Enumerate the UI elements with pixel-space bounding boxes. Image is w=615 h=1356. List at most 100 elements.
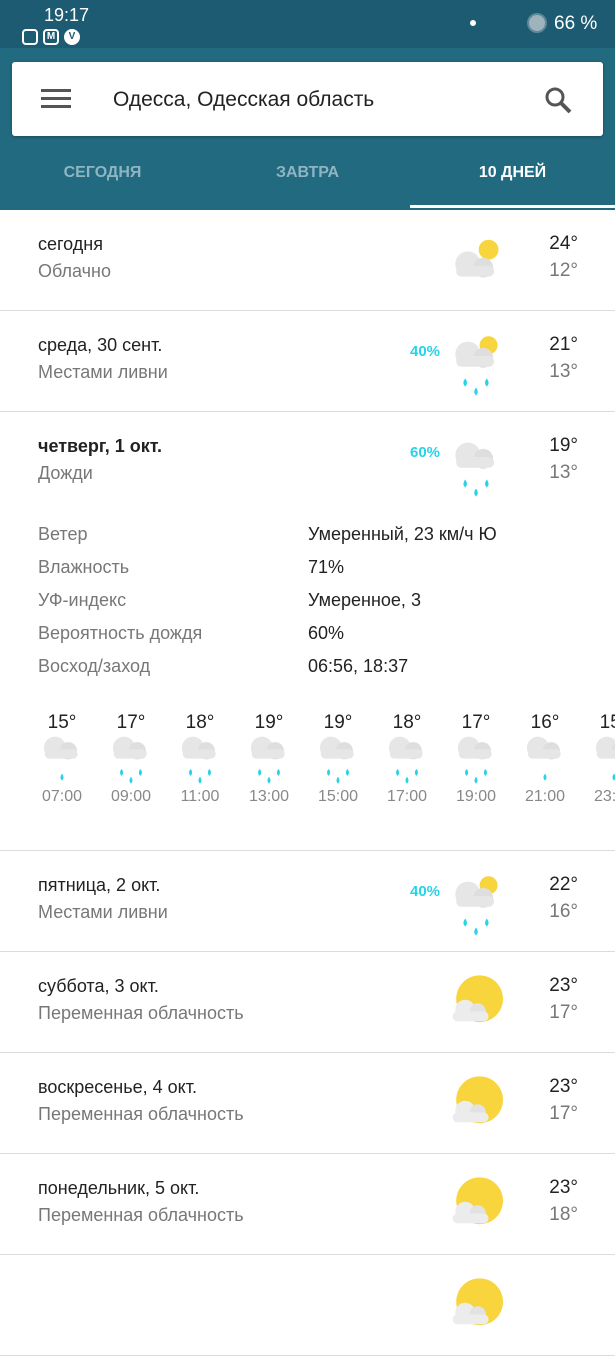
tab-tomorrow[interactable]: ЗАВТРА	[275, 164, 340, 181]
hourly-time: 21:00	[524, 788, 566, 805]
instagram-icon	[22, 29, 38, 45]
app-bar: Одесса, Одесская область СЕГОДНЯ ЗАВТРА …	[0, 48, 615, 210]
showers-icon	[455, 876, 498, 936]
day-condition: Переменная облачность	[38, 1205, 244, 1225]
hourly-item: 17° 09:00	[101, 712, 161, 806]
notification-dot-icon	[470, 20, 476, 26]
rain-icon	[43, 736, 78, 781]
precip-chance: 60%	[410, 444, 441, 461]
rain-icon	[526, 736, 561, 781]
precip-chance: 40%	[410, 343, 441, 360]
day-row[interactable]: сегодня Облачно 24° 12°	[0, 210, 615, 311]
day-row[interactable]: четверг, 1 окт. Дожди 60% 19° 13° Ветер Ум…	[0, 412, 615, 851]
day-row[interactable]	[0, 1255, 615, 1356]
rain-icon	[319, 736, 354, 784]
gmail-icon: M	[43, 29, 59, 45]
detail-row: УФ-индекс Умеренное, 3	[38, 590, 598, 623]
battery-icon	[527, 13, 547, 33]
partly-cloudy-icon	[452, 1278, 503, 1326]
hourly-time: 17:00	[386, 788, 428, 805]
rain-icon	[250, 736, 285, 784]
search-icon[interactable]	[542, 84, 574, 116]
low-temp: 18°	[549, 1204, 578, 1225]
hourly-temp: 19°	[323, 712, 353, 733]
location-title[interactable]: Одесса, Одесская область	[113, 88, 375, 111]
partly-cloudy-icon	[452, 1076, 503, 1124]
detail-label: Ветер	[38, 524, 88, 544]
rain-icon	[181, 736, 216, 784]
forecast-list: сегодня Облачно 24° 12° среда, 30 сент. М…	[0, 210, 615, 1356]
hourly-item: 19° 15:00	[308, 712, 368, 806]
rain-icon	[388, 736, 423, 784]
high-temp: 23°	[549, 1177, 578, 1198]
detail-value: Умеренное, 3	[308, 590, 421, 610]
rain-icon	[457, 736, 492, 784]
high-temp: 22°	[549, 874, 578, 895]
low-temp: 12°	[549, 260, 578, 281]
status-time: 19:17	[44, 5, 90, 25]
day-row[interactable]: пятница, 2 окт. Местами ливни 40% 22° 16…	[0, 851, 615, 952]
low-temp: 13°	[549, 361, 578, 382]
partly-cloudy-icon	[452, 1177, 503, 1225]
day-name: суббота, 3 окт.	[38, 976, 159, 996]
day-name: воскресенье, 4 окт.	[38, 1077, 197, 1097]
detail-row: Восход/заход 06:56, 18:37	[38, 656, 598, 689]
hourly-time: 23:00	[593, 788, 615, 805]
hourly-temp: 17°	[461, 712, 491, 733]
hourly-temp: 18°	[185, 712, 215, 733]
detail-value: Умеренный, 23 км/ч Ю	[308, 524, 497, 544]
hourly-item: 18° 11:00	[170, 712, 230, 806]
day-row[interactable]: суббота, 3 окт. Переменная облачность 23…	[0, 952, 615, 1053]
location-search-bar[interactable]: Одесса, Одесская область	[12, 62, 603, 136]
hourly-time: 15:00	[317, 788, 359, 805]
viber-icon: V	[64, 29, 80, 45]
day-row[interactable]: понедельник, 5 окт. Переменная облачност…	[0, 1154, 615, 1255]
high-temp: 24°	[549, 233, 578, 254]
active-tab-indicator	[410, 205, 615, 208]
detail-label: Вероятность дождя	[38, 623, 203, 643]
detail-row: Влажность 71%	[38, 557, 598, 590]
hourly-temp: 15°	[599, 712, 615, 733]
partly-cloudy-icon	[452, 975, 503, 1023]
day-row[interactable]: среда, 30 сент. Местами ливни 40% 21° 13…	[0, 311, 615, 412]
detail-value: 71%	[308, 557, 345, 577]
day-name: пятница, 2 окт.	[38, 875, 161, 895]
day-condition: Местами ливни	[38, 902, 168, 922]
rain-icon	[112, 736, 147, 784]
battery-level: 66 %	[554, 13, 598, 34]
detail-label: Влажность	[38, 557, 130, 577]
detail-value: 06:56, 18:37	[308, 656, 409, 676]
day-name: понедельник, 5 окт.	[38, 1178, 200, 1198]
hourly-forecast[interactable]: 15° 07:00 17° 09:00 18° 11:00 19° 13:00 19° 15:00…	[0, 712, 615, 822]
detail-row: Ветер Умеренный, 23 км/ч Ю	[38, 524, 598, 557]
hourly-temp: 15°	[47, 712, 77, 733]
low-temp: 17°	[549, 1103, 578, 1124]
hourly-item: 15° 23:00	[584, 712, 615, 806]
hourly-item: 17° 19:00	[446, 712, 506, 806]
day-row[interactable]: воскресенье, 4 окт. Переменная облачност…	[0, 1053, 615, 1154]
day-name: среда, 30 сент.	[38, 335, 163, 355]
day-name: четверг, 1 окт.	[38, 436, 163, 456]
detail-row: Вероятность дождя 60%	[38, 623, 598, 656]
hourly-temp: 18°	[392, 712, 422, 733]
high-temp: 19°	[549, 435, 578, 456]
rain-icon	[595, 736, 615, 781]
hourly-item: 18° 17:00	[377, 712, 437, 806]
detail-label: Восход/заход	[38, 656, 151, 676]
high-temp: 23°	[549, 975, 578, 996]
precip-chance: 40%	[410, 883, 441, 900]
hourly-item: 19° 13:00	[239, 712, 299, 806]
hourly-item: 15° 07:00	[32, 712, 92, 806]
tab-today[interactable]: СЕГОДНЯ	[63, 164, 142, 181]
day-details: Ветер Умеренный, 23 км/ч Ю Влажность 71% УФ-…	[38, 524, 598, 689]
rain-icon	[455, 442, 494, 497]
hourly-item: 16° 21:00	[515, 712, 575, 806]
menu-icon[interactable]	[41, 89, 71, 109]
day-condition: Местами ливни	[38, 362, 168, 382]
tab-10-days[interactable]: 10 ДНЕЙ	[478, 164, 547, 181]
hourly-temp: 17°	[116, 712, 146, 733]
hourly-temp: 16°	[530, 712, 560, 733]
day-condition: Облачно	[38, 261, 111, 281]
hourly-temp: 19°	[254, 712, 284, 733]
